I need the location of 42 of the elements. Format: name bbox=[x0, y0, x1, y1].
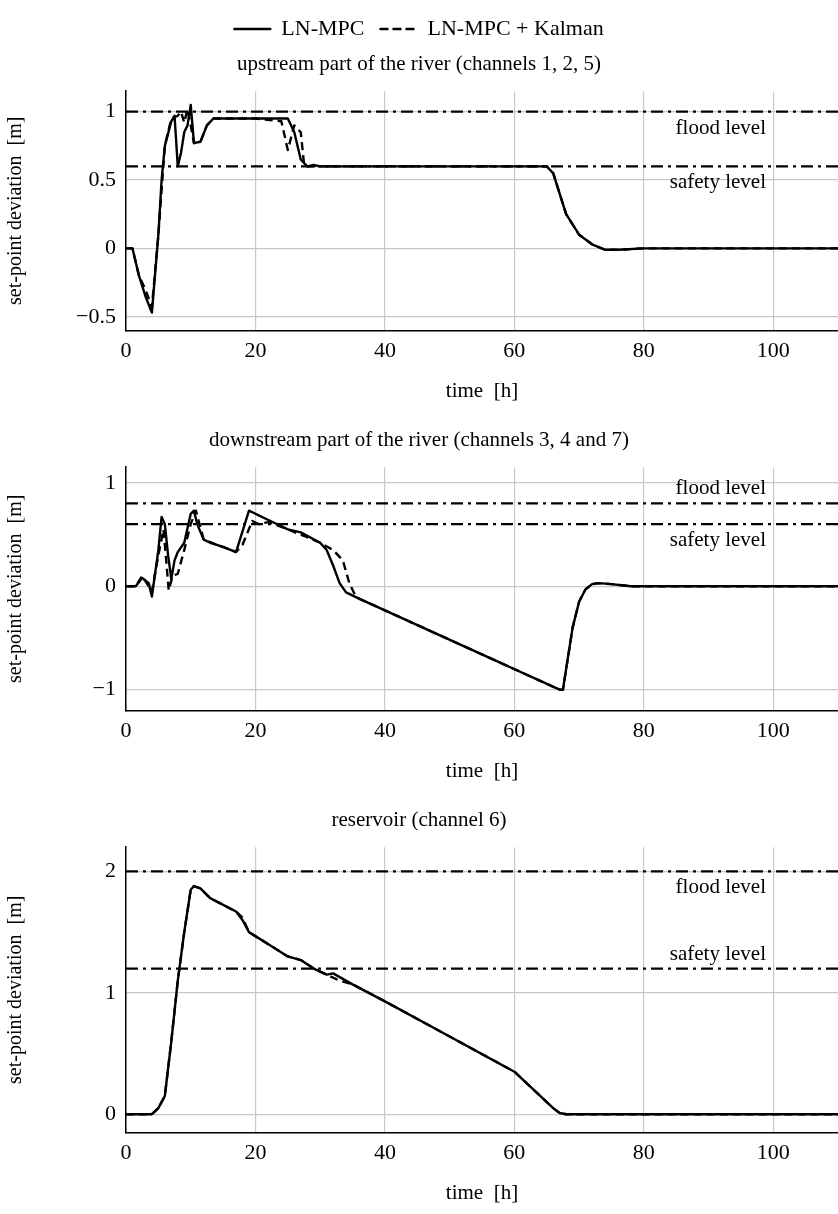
y-tick-label: 0 bbox=[105, 571, 116, 597]
y-tick-label: 0.5 bbox=[88, 165, 116, 191]
x-tick-label: 40 bbox=[373, 337, 396, 363]
x-tick-label: 80 bbox=[632, 717, 655, 743]
x-tick-label: 80 bbox=[632, 1139, 655, 1165]
y-tick-label: 2 bbox=[105, 857, 116, 883]
x-axis-title: time [h] bbox=[445, 757, 519, 782]
ref-line-label: flood level bbox=[675, 475, 767, 500]
y-tick-label: 1 bbox=[105, 468, 116, 494]
y-tick-label: 1 bbox=[105, 97, 116, 123]
x-tick-label: 60 bbox=[503, 717, 526, 743]
y-axis-title: set-point deviation [m] bbox=[3, 116, 27, 305]
x-tick-label: 20 bbox=[244, 337, 267, 363]
x-tick-label: 60 bbox=[503, 337, 526, 363]
y-axis-title: set-point deviation [m] bbox=[3, 895, 27, 1084]
y-tick-label: −1 bbox=[92, 675, 116, 701]
y-tick-label: 0 bbox=[105, 234, 116, 260]
x-tick-label: 20 bbox=[244, 1139, 267, 1165]
x-tick-label: 40 bbox=[373, 1139, 396, 1165]
x-tick-label: 100 bbox=[756, 337, 790, 363]
ref-line-label: safety level bbox=[669, 169, 767, 194]
ref-line-label: safety level bbox=[669, 527, 767, 552]
chart-title: upstream part of the river (channels 1, 2, 5) bbox=[237, 51, 601, 76]
x-axis-title: time [h] bbox=[445, 1179, 519, 1204]
ref-line-label: flood level bbox=[675, 874, 767, 899]
ref-line-label: safety level bbox=[669, 940, 767, 965]
y-tick-label: 0 bbox=[105, 1099, 116, 1125]
legend-label: LN-MPC + Kalman bbox=[427, 14, 604, 40]
x-tick-label: 80 bbox=[632, 337, 655, 363]
x-tick-label: 60 bbox=[503, 1139, 526, 1165]
x-tick-label: 100 bbox=[756, 1139, 790, 1165]
x-tick-label: 40 bbox=[373, 717, 396, 743]
chart-title: downstream part of the river (channels 3, 4 and 7) bbox=[209, 427, 629, 452]
x-tick-label: 100 bbox=[756, 717, 790, 743]
y-tick-label: −0.5 bbox=[76, 302, 116, 328]
legend-label: LN-MPC bbox=[281, 14, 365, 40]
x-axis-title: time [h] bbox=[445, 377, 519, 402]
chart-title: reservoir (channel 6) bbox=[331, 807, 507, 832]
y-tick-label: 1 bbox=[105, 978, 116, 1004]
ref-line-label: flood level bbox=[675, 114, 767, 139]
x-tick-label: 20 bbox=[244, 717, 267, 743]
y-axis-title: set-point deviation [m] bbox=[3, 494, 27, 683]
